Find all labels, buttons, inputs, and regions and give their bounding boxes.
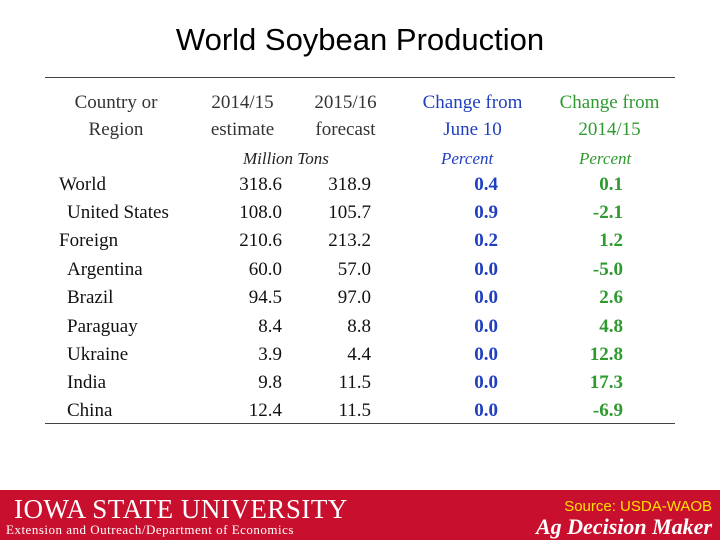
- unit-percent-june: Percent: [441, 149, 494, 168]
- header-change-june-line2: June 10: [443, 119, 502, 140]
- slide-title: World Soybean Production: [175, 22, 545, 57]
- row-name: Argentina: [67, 259, 143, 280]
- row-change-2014: 12.8: [589, 344, 623, 365]
- row-2014-value: 210.6: [239, 230, 282, 251]
- header-change-2014-line2: 2014/15: [578, 119, 641, 140]
- row-change-2014: 2.6: [599, 287, 623, 308]
- row-change-june: 0.9: [474, 202, 498, 223]
- unit-percent-2014: Percent: [579, 149, 632, 168]
- university-logo-text: IOWA STATE UNIVERSITY: [14, 494, 348, 524]
- row-2014-value: 94.5: [248, 287, 282, 308]
- row-name: China: [67, 400, 113, 421]
- footer-banner: [0, 490, 720, 540]
- production-table: Country or Region 2014/15 estimate 2015/…: [45, 77, 675, 424]
- header-country-line2: Region: [88, 119, 144, 140]
- row-change-2014: -2.1: [592, 202, 623, 223]
- row-2015-value: 105.7: [328, 202, 371, 223]
- row-2015-value: 4.4: [347, 344, 371, 365]
- row-2014-value: 9.8: [258, 372, 282, 393]
- row-change-june: 0.4: [474, 174, 498, 195]
- row-name: Brazil: [67, 287, 114, 308]
- brand-text: Ag Decision Maker: [536, 514, 712, 539]
- row-change-june: 0.2: [474, 230, 498, 251]
- row-change-june: 0.0: [474, 372, 498, 393]
- header-2015-line1: 2015/16: [314, 92, 377, 113]
- header-change-june-line1: Change from: [422, 92, 523, 113]
- row-name: India: [67, 372, 107, 393]
- row-name: Ukraine: [67, 344, 129, 365]
- row-2015-value: 318.9: [328, 174, 371, 195]
- row-2015-value: 11.5: [338, 400, 371, 421]
- header-country-line1: Country or: [74, 92, 158, 113]
- row-change-june: 0.0: [474, 344, 498, 365]
- row-change-2014: 17.3: [589, 372, 623, 393]
- source-text: Source: USDA-WAOB: [564, 498, 712, 515]
- row-change-2014: -6.9: [592, 400, 623, 421]
- row-name: Foreign: [59, 230, 119, 251]
- department-text: Extension and Outreach/Department of Eco…: [6, 522, 294, 537]
- row-change-june: 0.0: [474, 287, 498, 308]
- row-change-2014: 4.8: [599, 316, 623, 337]
- row-2015-value: 97.0: [337, 287, 371, 308]
- row-2015-value: 57.0: [337, 259, 371, 280]
- row-2014-value: 60.0: [248, 259, 282, 280]
- row-2015-value: 8.8: [347, 316, 371, 337]
- row-name: World: [59, 174, 107, 195]
- row-name: United States: [67, 202, 169, 223]
- row-change-june: 0.0: [474, 400, 498, 421]
- row-change-june: 0.0: [474, 316, 498, 337]
- row-change-2014: 0.1: [599, 174, 623, 195]
- row-2014-value: 108.0: [239, 202, 282, 223]
- header-2014-line2: estimate: [210, 119, 275, 140]
- row-2014-value: 8.4: [258, 316, 282, 337]
- header-2014-line1: 2014/15: [211, 92, 274, 113]
- row-change-june: 0.0: [474, 259, 498, 280]
- row-2015-value: 11.5: [338, 372, 371, 393]
- row-change-2014: -5.0: [592, 259, 623, 280]
- row-2014-value: 12.4: [248, 400, 282, 421]
- unit-million-tons: Million Tons: [243, 149, 329, 168]
- row-2014-value: 318.6: [239, 174, 282, 195]
- row-change-2014: 1.2: [599, 230, 623, 251]
- row-2014-value: 3.9: [258, 344, 282, 365]
- row-name: Paraguay: [67, 316, 138, 337]
- header-change-2014-line1: Change from: [559, 92, 660, 113]
- row-2015-value: 213.2: [328, 230, 371, 251]
- header-2015-line2: forecast: [315, 119, 376, 140]
